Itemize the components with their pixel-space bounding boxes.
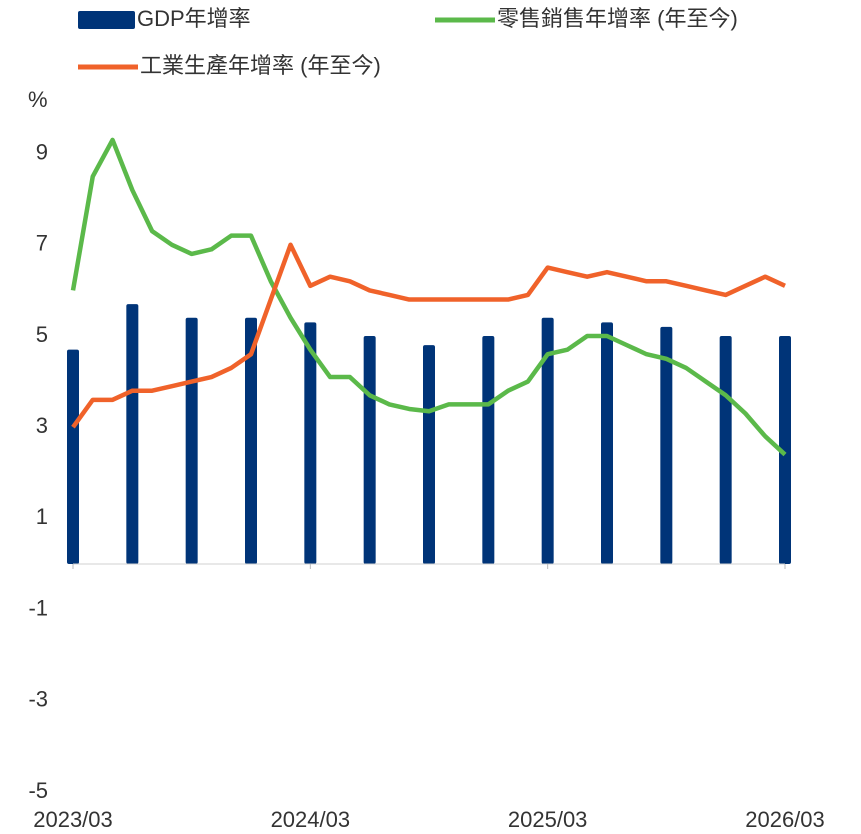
bar bbox=[363, 336, 376, 564]
legend-label: GDP年增率 bbox=[137, 6, 251, 31]
y-unit-label: % bbox=[28, 87, 48, 112]
x-tick-label: 2024/03 bbox=[271, 807, 351, 832]
x-tick-label: 2026/03 bbox=[745, 807, 825, 832]
legend-label: 零售銷售年增率 (年至今) bbox=[497, 6, 738, 31]
y-tick-label: -3 bbox=[28, 687, 48, 712]
bar bbox=[601, 322, 613, 564]
line bbox=[70, 137, 787, 457]
y-tick-label: -5 bbox=[28, 778, 48, 803]
y-tick-label: 3 bbox=[36, 413, 48, 438]
line bbox=[71, 242, 786, 429]
bar bbox=[67, 349, 79, 564]
bar bbox=[779, 336, 791, 564]
bar bbox=[126, 304, 139, 564]
legend-swatch bbox=[78, 11, 135, 29]
bar bbox=[185, 317, 198, 564]
y-tick-label: 9 bbox=[36, 139, 48, 164]
legend-label: 工業生產年增率 (年至今) bbox=[140, 53, 381, 78]
y-tick-label: 1 bbox=[36, 504, 48, 529]
bar bbox=[660, 326, 673, 564]
y-tick-label: 5 bbox=[36, 322, 48, 347]
x-tick-label: 2023/03 bbox=[33, 807, 113, 832]
bar bbox=[423, 345, 435, 564]
bar bbox=[304, 322, 317, 564]
y-tick-label: 7 bbox=[36, 231, 48, 256]
y-tick-label: -1 bbox=[28, 595, 48, 620]
bar bbox=[541, 317, 554, 564]
bar bbox=[245, 317, 257, 564]
bar bbox=[719, 336, 732, 564]
bar bbox=[482, 336, 495, 564]
x-tick-label: 2025/03 bbox=[508, 807, 588, 832]
